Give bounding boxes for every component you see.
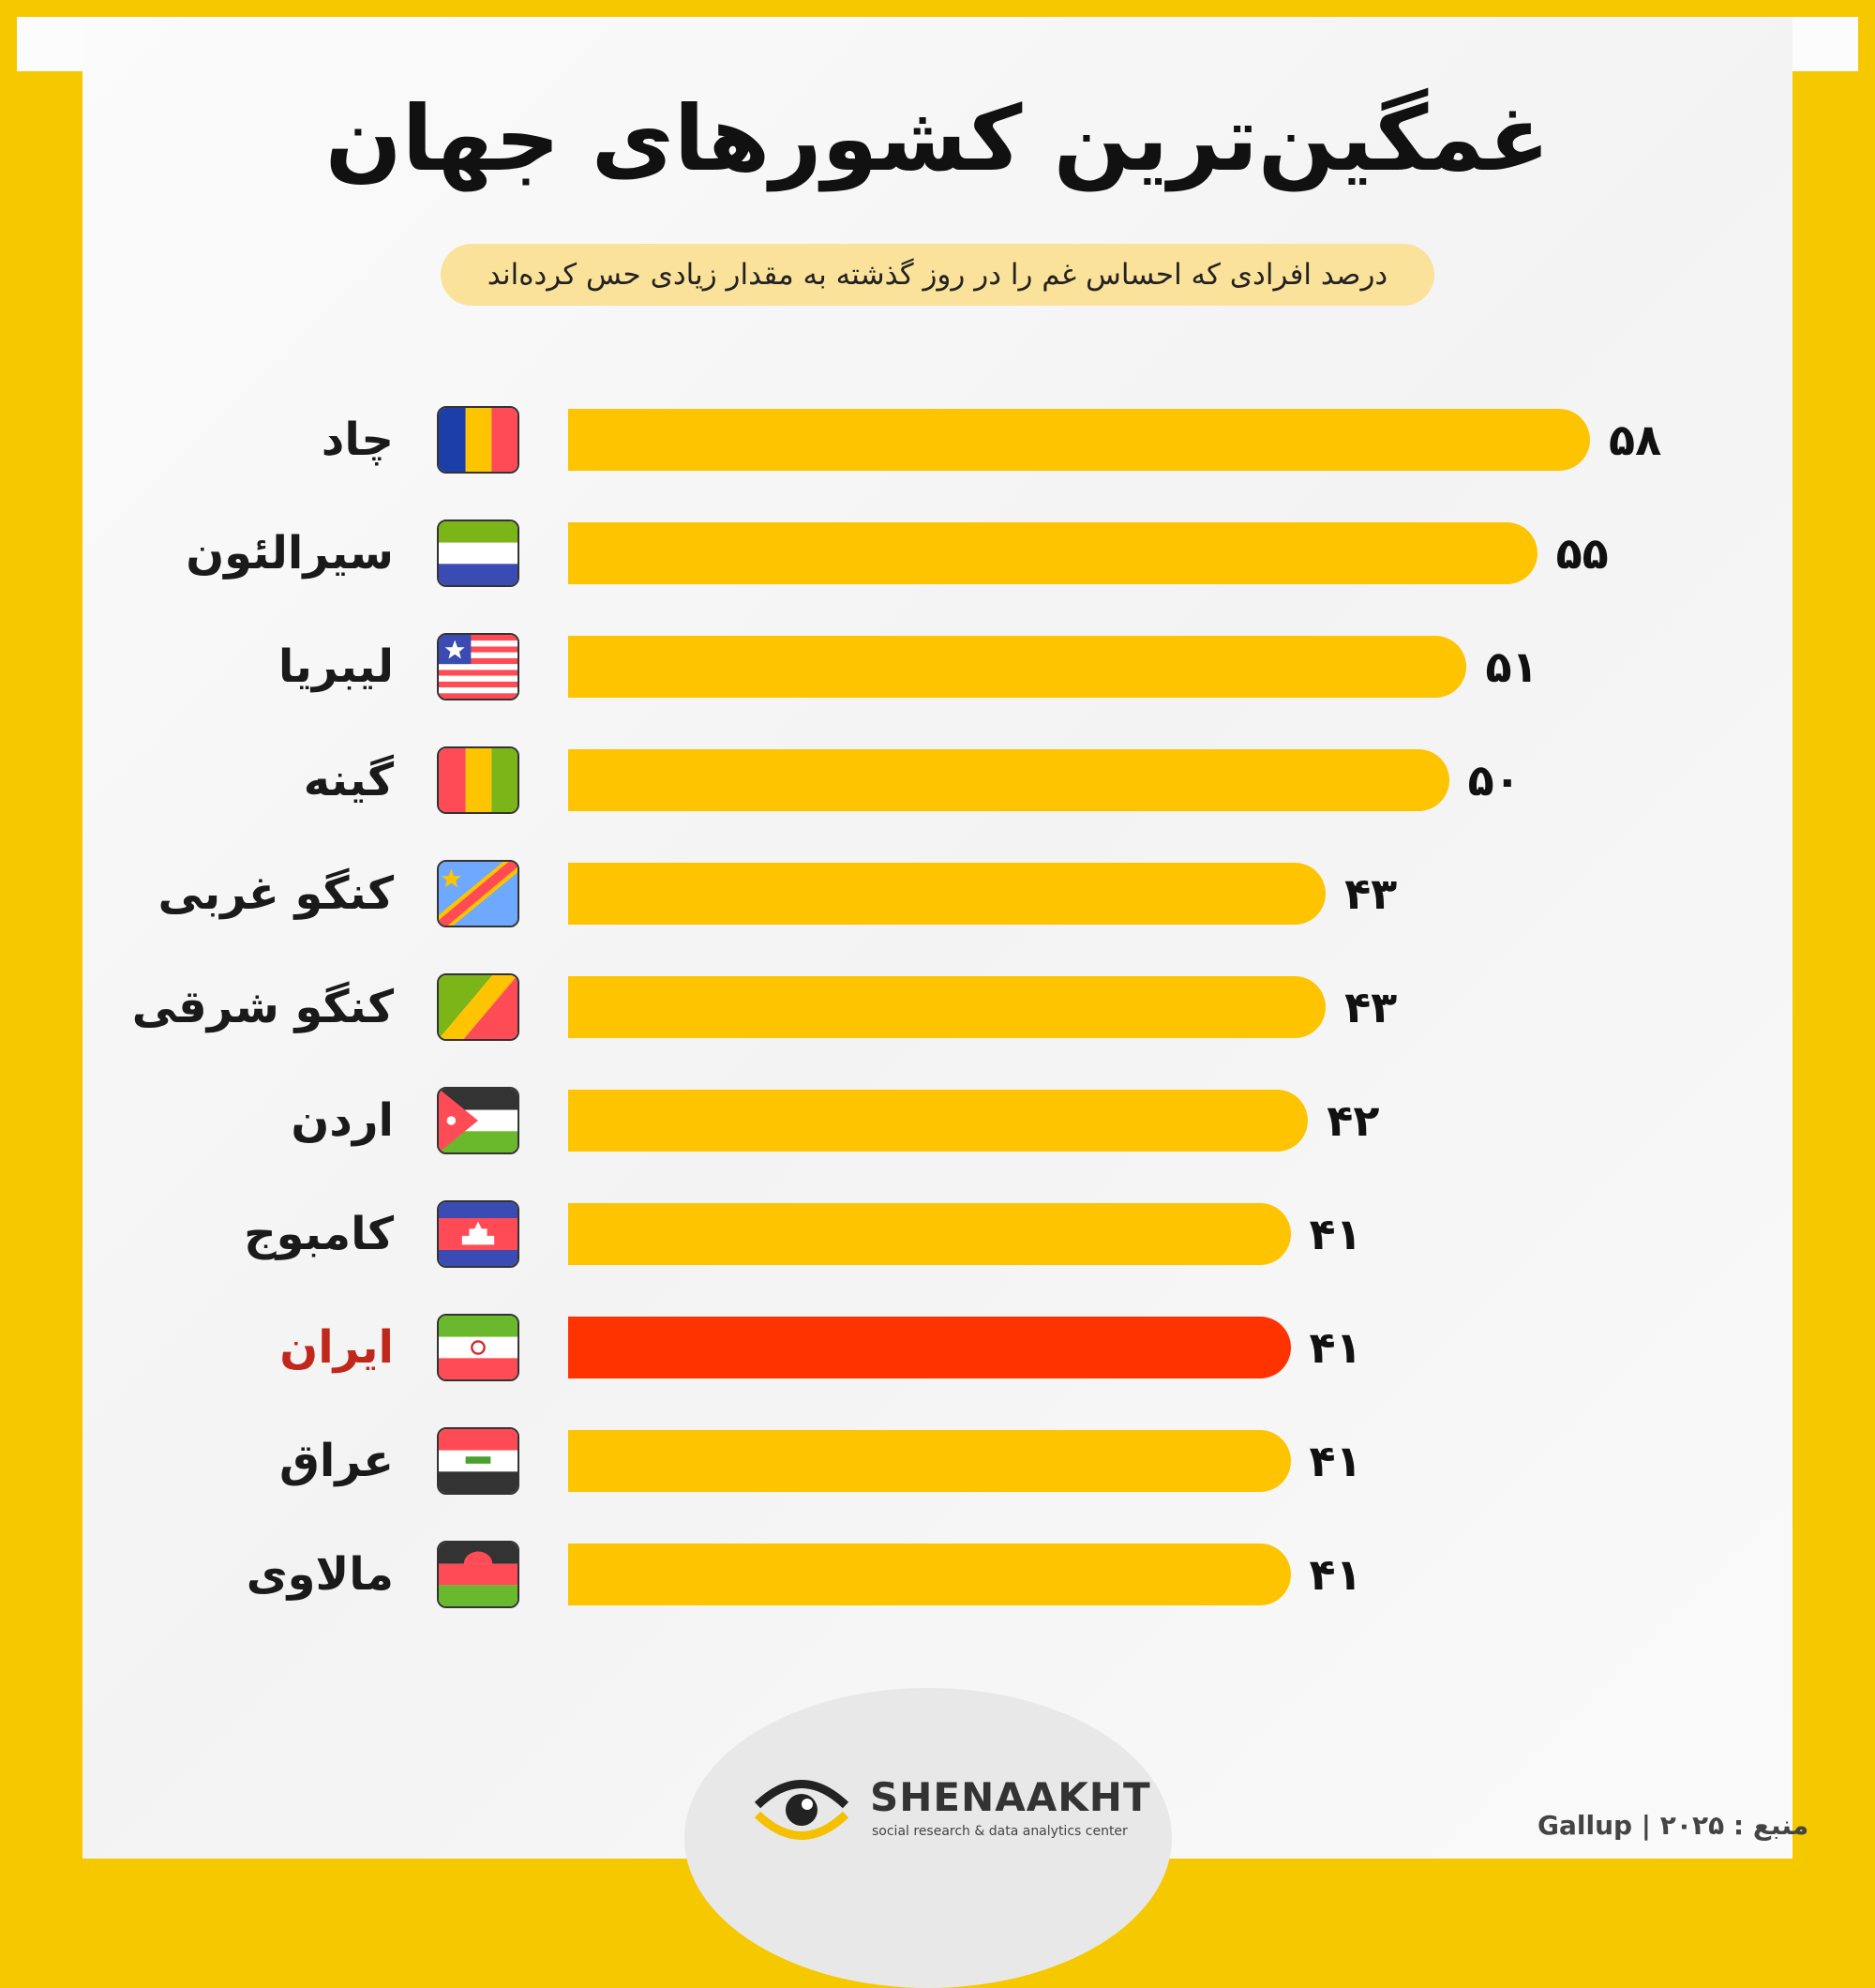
value-label: ۴۱ xyxy=(1309,1209,1362,1259)
value-label: ۵۱ xyxy=(1485,641,1538,692)
corner-cap-left xyxy=(17,17,82,71)
congo-flag xyxy=(437,973,519,1041)
value-label: ۴۱ xyxy=(1309,1549,1362,1600)
liberia-flag xyxy=(437,633,519,700)
guinea-flag xyxy=(437,746,519,814)
cambodia-flag xyxy=(437,1200,519,1268)
category-label: کنگو غربی xyxy=(158,867,394,920)
chad-flag xyxy=(437,406,519,474)
category-label: چاد xyxy=(321,414,394,466)
malawi-flag xyxy=(437,1541,519,1608)
bar xyxy=(568,409,1590,471)
category-label: اردن xyxy=(291,1094,394,1147)
category-label: سیرالئون xyxy=(186,527,394,580)
source-note: منبع : ۲۰۲۵ | Gallup xyxy=(1538,1810,1809,1841)
dr-congo-flag xyxy=(437,860,519,927)
category-label: ایران xyxy=(279,1321,394,1374)
value-label: ۵۵ xyxy=(1555,528,1609,579)
value-label: ۴۱ xyxy=(1309,1322,1362,1373)
category-label: گینه xyxy=(303,754,394,806)
value-label: ۴۳ xyxy=(1344,982,1398,1032)
bar xyxy=(568,1430,1291,1492)
chart-title: غمگین‌ترین کشورهای جهان xyxy=(324,86,1551,191)
bar xyxy=(568,1544,1291,1605)
bar xyxy=(568,749,1449,811)
bar xyxy=(568,1203,1291,1265)
bar xyxy=(568,863,1327,925)
bar xyxy=(568,522,1538,584)
bar xyxy=(568,976,1327,1038)
category-label: مالاوی xyxy=(246,1548,394,1601)
bar xyxy=(568,1317,1291,1378)
value-label: ۵۸ xyxy=(1609,414,1662,465)
category-label: کنگو شرقی xyxy=(131,981,394,1033)
value-label: ۵۰ xyxy=(1467,755,1521,806)
eye-logo-icon xyxy=(754,1780,849,1840)
category-label: عراق xyxy=(278,1435,394,1487)
corner-cap-right xyxy=(1792,17,1858,71)
chart-subtitle: درصد افرادی که احساس غم را در روز گذشته … xyxy=(441,244,1434,306)
category-label: لیبریا xyxy=(278,640,394,693)
iran-flag xyxy=(437,1314,519,1381)
jordan-flag xyxy=(437,1087,519,1154)
bar xyxy=(568,636,1467,698)
bar xyxy=(568,1090,1309,1152)
category-label: کامبوج xyxy=(244,1208,394,1260)
logo-tagline: social research & data analytics center xyxy=(872,1824,1128,1839)
logo-name: SHENAAKHT xyxy=(870,1774,1151,1820)
sierra-leone-flag xyxy=(437,520,519,587)
value-label: ۴۳ xyxy=(1344,868,1398,919)
value-label: ۴۲ xyxy=(1327,1095,1380,1146)
value-label: ۴۱ xyxy=(1309,1436,1362,1486)
iraq-flag xyxy=(437,1427,519,1495)
